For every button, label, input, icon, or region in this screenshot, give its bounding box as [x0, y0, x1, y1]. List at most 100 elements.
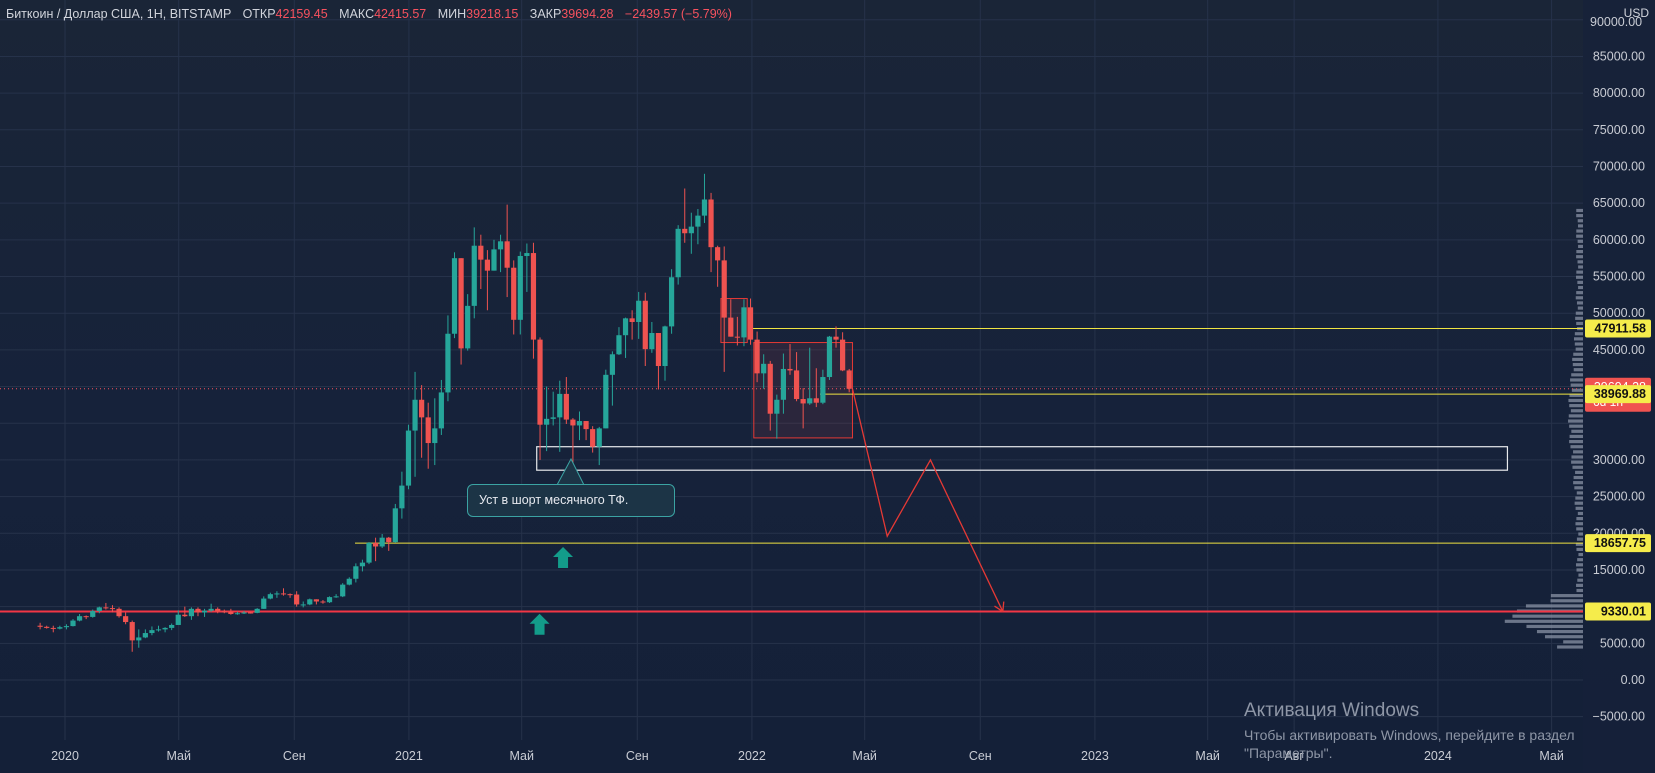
volume-bar: [1576, 491, 1583, 495]
candle-body: [169, 624, 175, 628]
volume-bar: [1573, 481, 1583, 485]
watermark-line2: Чтобы активировать Windows, перейдите в …: [1244, 727, 1575, 743]
time-axis[interactable]: 2020 Май Сен 2021 Май Сен 2022 Май Сен 2023 Май Авг…: [51, 749, 1564, 763]
level-price-tag: [1585, 319, 1651, 338]
candle-body: [682, 228, 688, 234]
candle-body: [254, 608, 260, 613]
candle-body: [458, 258, 464, 349]
price-tick-label: 65000.00: [1593, 196, 1645, 210]
price-tick-label: 0.00: [1621, 673, 1645, 687]
grid-lines: [0, 0, 1583, 740]
volume-bar: [1575, 496, 1583, 500]
candle-body: [234, 613, 241, 615]
volume-bar: [1525, 604, 1583, 608]
volume-bar: [1576, 568, 1583, 572]
time-tick-label: 2024: [1424, 749, 1452, 763]
volume-bar: [1570, 383, 1583, 387]
level-price-tag: [1585, 385, 1651, 404]
candle-body: [274, 593, 280, 595]
volume-bar: [1577, 280, 1583, 284]
candle-body: [307, 599, 313, 605]
candle-body: [333, 596, 339, 598]
price-tick-label: 85000.00: [1593, 49, 1645, 63]
candle-body: [188, 608, 195, 617]
volume-bar: [1577, 260, 1583, 264]
open-value: 42159.45: [275, 7, 328, 21]
candle-body: [603, 374, 609, 429]
price-tick-label: 25000.00: [1593, 490, 1645, 504]
candle-body: [326, 597, 333, 603]
candle-body: [248, 612, 254, 614]
low-label: МИН: [437, 7, 467, 21]
candle-body: [215, 608, 221, 612]
annotation-callout[interactable]: Уст в шорт месячного ТФ.: [467, 484, 675, 517]
volume-bar: [1536, 629, 1583, 634]
volume-bar: [1574, 501, 1583, 505]
candle-body: [524, 253, 530, 256]
volume-bar: [1578, 224, 1583, 228]
price-tag-text: 38969.88: [1594, 387, 1646, 401]
candle-body: [688, 226, 694, 234]
candle-body: [353, 566, 359, 579]
candle-body: [366, 542, 372, 563]
candle-body: [590, 429, 596, 447]
candle-body: [294, 594, 300, 605]
volume-bar: [1550, 599, 1583, 603]
currency-label[interactable]: USD: [1623, 6, 1649, 20]
candle-body: [76, 616, 83, 621]
horizontal-levels: [0, 328, 1583, 613]
price-tick-label: 50000.00: [1593, 306, 1645, 320]
candle-body: [83, 616, 89, 618]
candle-body: [833, 336, 839, 340]
candle-body: [820, 377, 826, 403]
projection-arrowhead: [994, 605, 1004, 613]
candle-body: [747, 307, 754, 340]
candle-body: [195, 608, 201, 613]
volume-bar: [1575, 311, 1583, 315]
volume-bar: [1576, 588, 1583, 593]
symbol-title[interactable]: Биткоин / Доллар США, 1Н, BITSTAMP: [6, 7, 232, 21]
candle-body: [734, 336, 740, 338]
volume-bar: [1578, 285, 1583, 290]
volume-bar: [1576, 208, 1583, 213]
volume-bar: [1578, 244, 1583, 249]
candle-body: [557, 393, 563, 418]
volume-bar: [1570, 445, 1583, 449]
candle-body: [300, 604, 306, 606]
candle-body: [116, 608, 122, 617]
candle-body: [668, 277, 675, 327]
volume-bar: [1569, 393, 1583, 397]
time-tick-label: 2022: [738, 749, 766, 763]
candle-body: [846, 370, 852, 389]
candle-body: [340, 584, 346, 597]
price-tick-label: 5000.00: [1600, 636, 1645, 650]
price-tick-label: 55000.00: [1593, 270, 1645, 284]
candle-body: [642, 300, 648, 350]
volume-bar: [1576, 275, 1583, 279]
candle-body: [813, 398, 819, 403]
volume-bar: [1575, 563, 1583, 567]
price-tags: 47911.5839694.286d 1h38969.8818657.75933…: [1585, 319, 1651, 621]
volume-bar: [1504, 619, 1583, 623]
candle-body: [675, 228, 681, 278]
candle-body: [313, 599, 319, 602]
projection-path: [851, 388, 1004, 612]
candle-body: [57, 627, 63, 629]
candle-body: [412, 399, 418, 431]
drawing-boxes: [536, 298, 1509, 471]
volume-profile: [1504, 208, 1583, 649]
volume-bar: [1571, 429, 1583, 433]
candle-body: [129, 622, 135, 641]
candle-body: [162, 627, 168, 630]
candle-body: [471, 245, 477, 306]
volume-bar: [1578, 552, 1583, 557]
watermark-line3: "Параметры".: [1244, 745, 1333, 761]
volume-bar: [1575, 522, 1583, 526]
volume-bar: [1570, 378, 1583, 382]
volume-bar: [1569, 439, 1583, 444]
volume-bar: [1574, 332, 1583, 336]
volume-bar: [1575, 347, 1583, 351]
price-tick-label-top: 90000.00: [1590, 15, 1642, 29]
candle-body: [655, 333, 662, 367]
